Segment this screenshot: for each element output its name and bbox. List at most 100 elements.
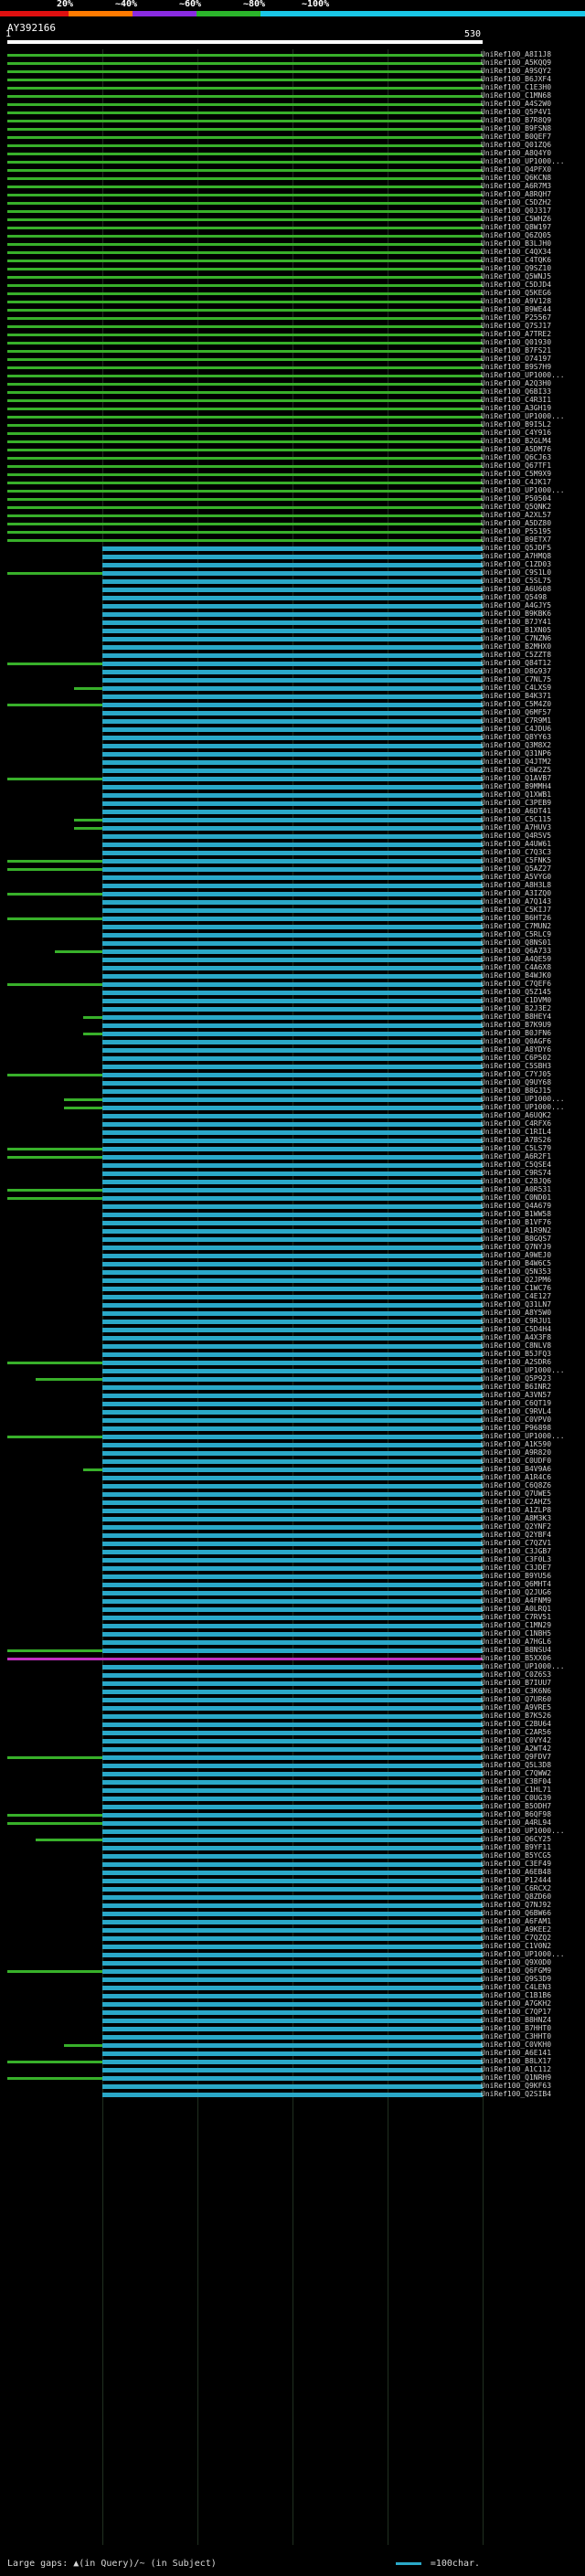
hit-label[interactable]: UniRef100_C1E3H0	[481, 83, 552, 91]
hit-row[interactable]: UniRef100_Q9X0D0	[0, 1958, 585, 1967]
hit-label[interactable]: UniRef100_Q9X0D0	[481, 1958, 552, 1966]
hit-label[interactable]: UniRef100_B8GQS7	[481, 1235, 552, 1243]
hit-label[interactable]: UniRef100_B8NSU4	[481, 1646, 552, 1654]
hit-row[interactable]: UniRef100_C4JDU6	[0, 725, 585, 734]
alignment-bar-core[interactable]	[102, 1106, 483, 1110]
hit-row[interactable]: UniRef100_A7HMQ8	[0, 552, 585, 561]
hit-label[interactable]: UniRef100_C7R9M1	[481, 716, 552, 725]
alignment-bar[interactable]	[7, 194, 483, 196]
alignment-bar[interactable]	[102, 810, 483, 814]
alignment-bar[interactable]	[7, 186, 483, 188]
alignment-bar[interactable]	[102, 1056, 483, 1061]
hit-row[interactable]: UniRef100_B2J3E2	[0, 1004, 585, 1013]
alignment-bar[interactable]	[102, 694, 483, 699]
hit-row[interactable]: UniRef100_B6HT26	[0, 914, 585, 923]
alignment-bar[interactable]	[7, 473, 483, 476]
hit-label[interactable]: UniRef100_Q5498	[481, 593, 548, 601]
hit-label[interactable]: UniRef100_B2MHX0	[481, 642, 552, 651]
hit-row[interactable]: UniRef100_A3GH19	[0, 404, 585, 413]
alignment-bar[interactable]	[102, 1254, 483, 1258]
hit-row[interactable]: UniRef100_B9ETX7	[0, 535, 585, 545]
alignment-bar[interactable]	[102, 834, 483, 839]
hit-row[interactable]: UniRef100_Q5L3D8	[0, 1761, 585, 1770]
hit-row[interactable]: UniRef100_C4LEN3	[0, 1983, 585, 1992]
alignment-bar[interactable]	[102, 1320, 483, 1324]
alignment-bar[interactable]	[102, 1747, 483, 1752]
alignment-bar[interactable]	[102, 793, 483, 798]
hit-label[interactable]: UniRef100_C4TQK6	[481, 256, 552, 264]
hit-label[interactable]: UniRef100_B9ETX7	[481, 535, 552, 544]
hit-label[interactable]: UniRef100_UP1000...	[481, 157, 565, 165]
hit-label[interactable]: UniRef100_A9VRE5	[481, 1703, 552, 1712]
hit-label[interactable]: UniRef100_UP1000...	[481, 1095, 565, 1103]
hit-label[interactable]: UniRef100_Q9SZ10	[481, 264, 552, 272]
hit-label[interactable]: UniRef100_C5QSE4	[481, 1161, 552, 1169]
alignment-bar-core[interactable]	[102, 1196, 483, 1201]
hit-row[interactable]: UniRef100_C1NBH5	[0, 1629, 585, 1638]
hit-row[interactable]: UniRef100_Q9S3D9	[0, 1975, 585, 1984]
hit-row[interactable]: UniRef100_A9R820	[0, 1448, 585, 1458]
hit-row[interactable]: UniRef100_Q5P4V1	[0, 108, 585, 117]
alignment-bar[interactable]	[102, 1369, 483, 1373]
hit-row[interactable]: UniRef100_C7QZQ2	[0, 1934, 585, 1943]
hit-label[interactable]: UniRef100_A8RQH7	[481, 190, 552, 198]
hit-label[interactable]: UniRef100_A8YDY6	[481, 1045, 552, 1054]
hit-label[interactable]: UniRef100_Q01ZQ6	[481, 141, 552, 149]
hit-row[interactable]: UniRef100_C7QWW2	[0, 1769, 585, 1778]
hit-row[interactable]: UniRef100_B9I5L2	[0, 420, 585, 429]
hit-row[interactable]: UniRef100_A6R7M3	[0, 182, 585, 191]
alignment-bar[interactable]	[102, 1509, 483, 1513]
hit-label[interactable]: UniRef100_C9RJU1	[481, 1317, 552, 1325]
alignment-bar[interactable]	[102, 1048, 483, 1053]
hit-row[interactable]: UniRef100_Q6MF57	[0, 708, 585, 717]
hit-label[interactable]: UniRef100_Q5P4V1	[481, 108, 552, 116]
alignment-bar[interactable]	[7, 342, 483, 345]
hit-row[interactable]: UniRef100_B6QF98	[0, 1810, 585, 1819]
alignment-bar[interactable]	[7, 260, 483, 262]
alignment-bar[interactable]	[102, 563, 483, 567]
alignment-bar[interactable]	[102, 1443, 483, 1447]
hit-row[interactable]: UniRef100_A2XL57	[0, 511, 585, 520]
hit-label[interactable]: UniRef100_UP1000...	[481, 486, 565, 494]
alignment-bar-core[interactable]	[102, 1147, 483, 1151]
alignment-bar[interactable]	[102, 900, 483, 905]
alignment-bar[interactable]	[102, 1862, 483, 1867]
hit-label[interactable]: UniRef100_A6EB48	[481, 1868, 552, 1876]
hit-row[interactable]: UniRef100_C3F0L3	[0, 1555, 585, 1564]
alignment-bar-core[interactable]	[102, 1015, 483, 1020]
alignment-bar[interactable]	[102, 555, 483, 559]
hit-label[interactable]: UniRef100_A2Q3H0	[481, 379, 552, 387]
hit-label[interactable]: UniRef100_A2WT42	[481, 1744, 552, 1753]
hit-row[interactable]: UniRef100_B8GQS7	[0, 1235, 585, 1244]
hit-row[interactable]: UniRef100_A1R4C6	[0, 1473, 585, 1482]
hit-row[interactable]: UniRef100_C5M9X9	[0, 470, 585, 479]
hit-row[interactable]: UniRef100_Q4JTM2	[0, 758, 585, 767]
hit-label[interactable]: UniRef100_C3PEB9	[481, 799, 552, 807]
hit-label[interactable]: UniRef100_B7R8Q9	[481, 116, 552, 124]
hit-label[interactable]: UniRef100_B5ODH7	[481, 1802, 552, 1810]
hit-row[interactable]: UniRef100_C7QEF6	[0, 980, 585, 989]
hit-row[interactable]: UniRef100_Q6BW66	[0, 1909, 585, 1918]
hit-row[interactable]: UniRef100_Q1AVB7	[0, 774, 585, 783]
hit-row[interactable]: UniRef100_C5D4H4	[0, 1325, 585, 1334]
hit-row[interactable]: UniRef100_A8Q4Y0	[0, 149, 585, 158]
hit-label[interactable]: UniRef100_C3HHT0	[481, 2032, 552, 2041]
hit-label[interactable]: UniRef100_C7NL75	[481, 675, 552, 684]
alignment-bar[interactable]	[102, 1846, 483, 1850]
hit-row[interactable]: UniRef100_B7K526	[0, 1712, 585, 1721]
hit-row[interactable]: UniRef100_A8YDY6	[0, 1045, 585, 1055]
alignment-bar[interactable]	[102, 1278, 483, 1283]
hit-row[interactable]: UniRef100_C7NL75	[0, 675, 585, 684]
alignment-bar-core[interactable]	[102, 1377, 483, 1382]
hit-label[interactable]: UniRef100_A5KQQ9	[481, 58, 552, 67]
alignment-bar[interactable]	[102, 1484, 483, 1489]
hit-label[interactable]: UniRef100_A3GH19	[481, 404, 552, 412]
hit-label[interactable]: UniRef100_C1HL71	[481, 1786, 552, 1794]
alignment-bar[interactable]	[7, 70, 483, 73]
hit-row[interactable]: UniRef100_C4LXS9	[0, 684, 585, 693]
hit-row[interactable]: UniRef100_C0ND01	[0, 1193, 585, 1203]
hit-row[interactable]: UniRef100_C3JDE7	[0, 1564, 585, 1573]
hit-label[interactable]: UniRef100_C1B1B6	[481, 1991, 552, 1999]
alignment-bar[interactable]	[102, 1566, 483, 1571]
alignment-bar[interactable]	[7, 120, 483, 122]
